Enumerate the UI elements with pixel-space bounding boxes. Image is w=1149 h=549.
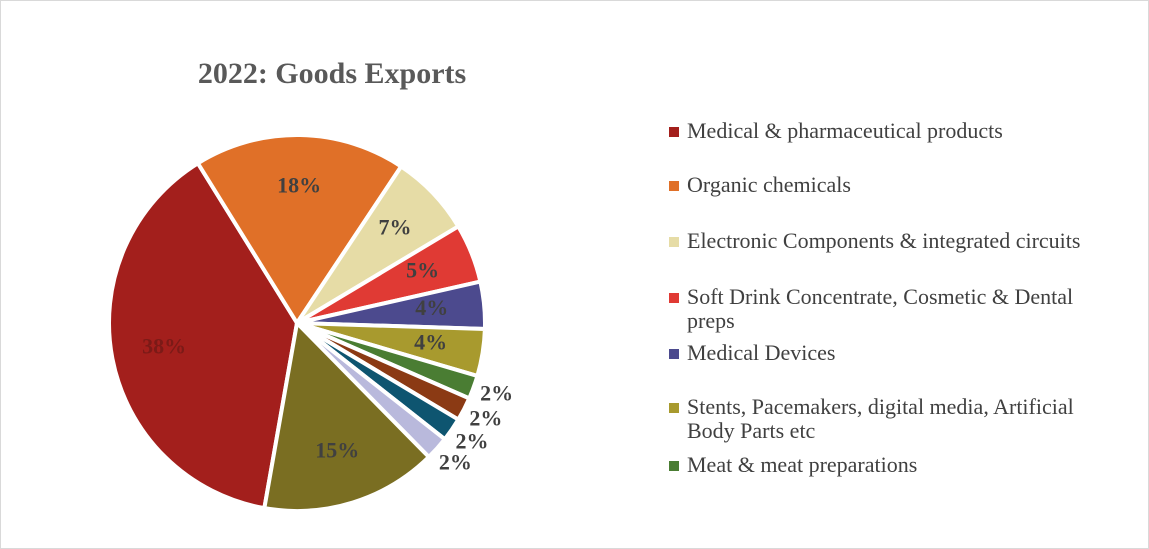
data-label: 2% [439,450,472,475]
chart-title: 2022: Goods Exports [198,57,466,90]
legend-swatch [669,181,679,191]
legend-swatch [669,237,679,247]
data-label: 18% [277,173,321,198]
legend-label: Organic chemicals [687,172,851,197]
data-label: 5% [406,258,439,283]
legend-label: Medical Devices [687,340,836,365]
data-label: 15% [315,437,359,462]
legend-label: Electronic Components & integrated circu… [687,228,1081,253]
legend-item: Meat & meat preparations [669,453,1117,477]
legend-item: Organic chemicals [669,173,1117,197]
legend-label: Soft Drink Concentrate, Cosmetic & Denta… [687,284,1074,333]
legend-label: Meat & meat preparations [687,452,918,477]
legend-label: Stents, Pacemakers, digital media, Artif… [687,394,1074,443]
legend-item: Stents, Pacemakers, digital media, Artif… [669,395,1117,443]
data-label: 2% [480,381,513,406]
data-label: 2% [455,429,488,454]
legend-item: Medical & pharmaceutical products [669,119,1117,143]
data-label: 7% [378,215,411,240]
legend-swatch [669,127,679,137]
legend-item: Electronic Components & integrated circu… [669,229,1117,253]
pie-slice [195,133,404,327]
pie-slice [262,318,432,513]
legend-swatch [669,403,679,413]
legend-swatch [669,461,679,471]
legend-label: Medical & pharmaceutical products [687,118,1003,143]
legend-swatch [669,293,679,303]
data-label: 38% [142,334,186,359]
legend-swatch [669,349,679,359]
data-label: 4% [414,329,447,354]
data-label: 2% [469,405,502,430]
legend-item: Soft Drink Concentrate, Cosmetic & Denta… [669,285,1117,333]
legend-item: Medical Devices [669,341,1117,365]
data-label: 4% [415,295,448,320]
